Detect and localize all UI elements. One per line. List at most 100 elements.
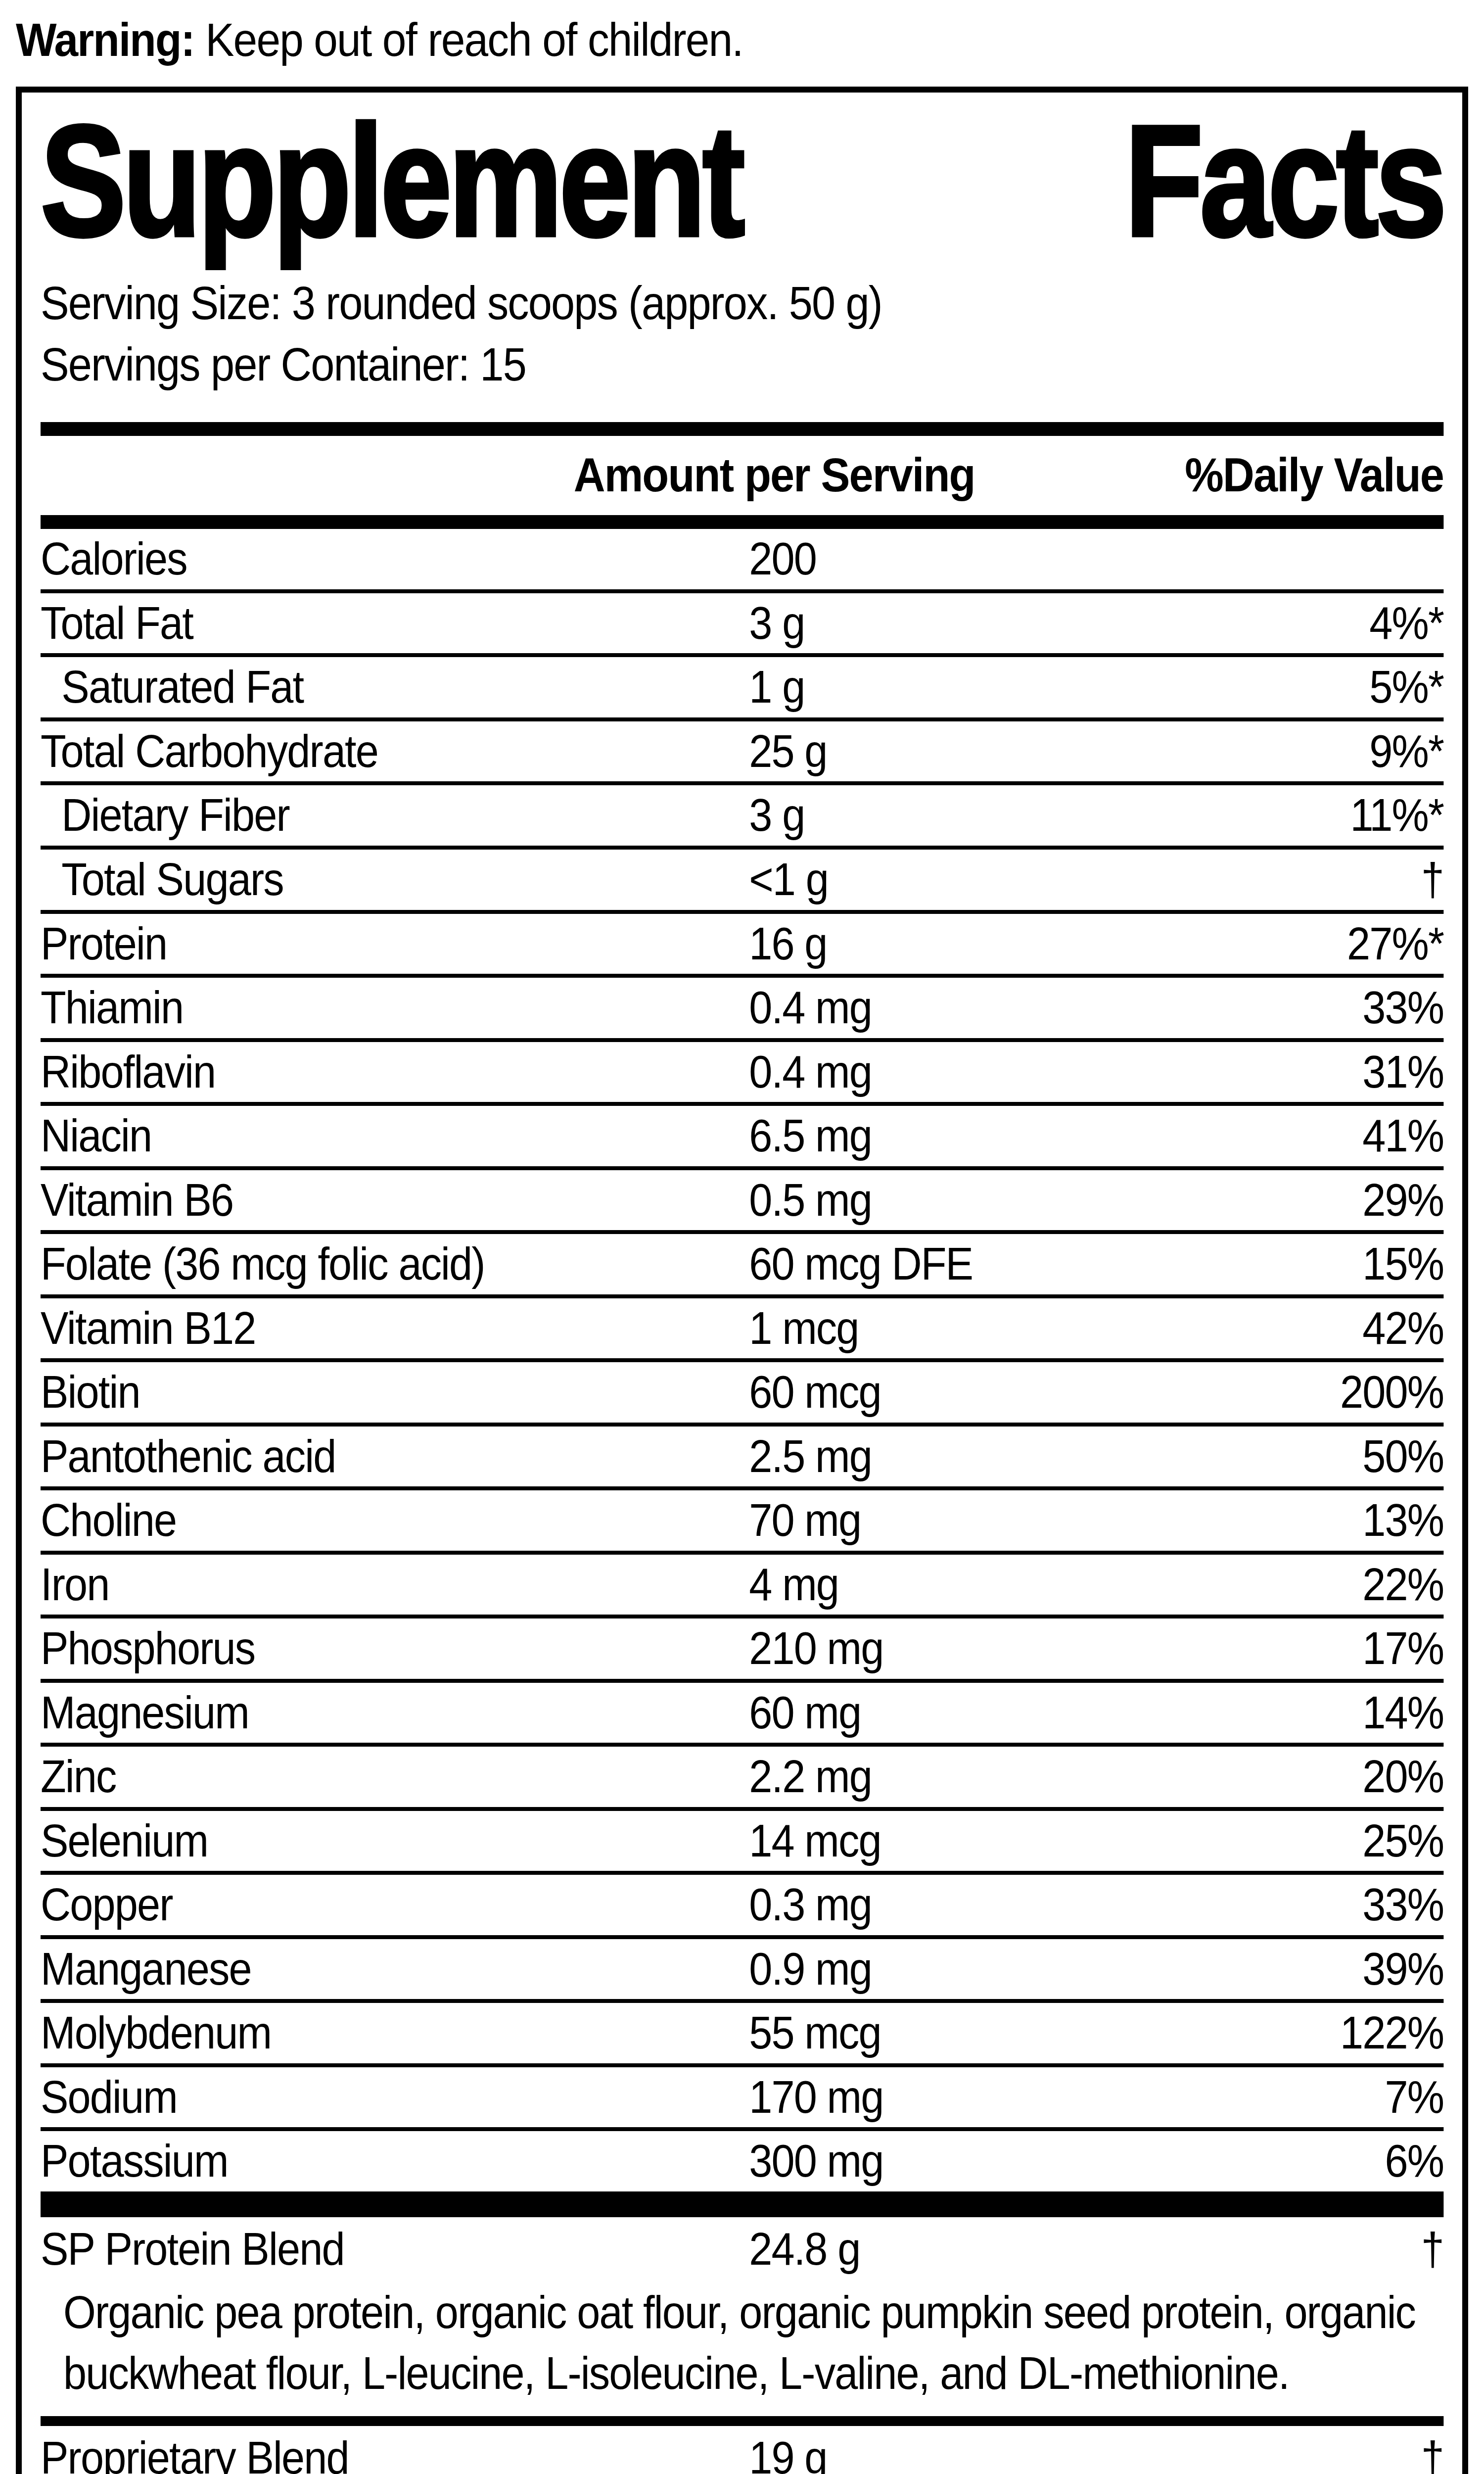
blend-ingredients: Organic pea protein, organic oat flour, … [41,2279,1443,2416]
amount-per-serving-header: Amount per Serving [574,448,975,502]
nutrient-daily-value: 200% [1340,1368,1443,1417]
table-row: Phosphorus210 mg17% [41,1618,1443,1683]
nutrient-amount: 70 mg [749,1496,1362,1545]
serving-size: Serving Size: 3 rounded scoops (approx. … [41,273,1443,334]
nutrient-daily-value: 9%* [1369,727,1443,776]
table-row: Vitamin B60.5 mg29% [41,1170,1443,1235]
nutrient-amount: 0.4 mg [749,1048,1362,1096]
serving-info: Serving Size: 3 rounded scoops (approx. … [41,273,1443,395]
nutrient-amount: 14 mcg [749,1817,1362,1865]
nutrient-name: Thiamin [41,984,749,1032]
nutrient-daily-value: 13% [1362,1496,1443,1545]
supplement-facts-panel: Supplement Facts Serving Size: 3 rounded… [16,87,1468,2474]
blend-amount: 19 g [749,2434,1421,2474]
nutrient-name: Zinc [41,1753,749,1801]
nutrient-amount: 200 [749,535,1443,583]
nutrient-amount: 4 mg [749,1561,1362,1609]
table-row: Molybdenum55 mcg122% [41,2003,1443,2067]
daily-value-header: %Daily Value [975,448,1443,502]
nutrient-daily-value: 39% [1362,1945,1443,1994]
nutrient-name: Vitamin B12 [41,1304,749,1353]
nutrient-amount: 0.4 mg [749,984,1362,1032]
table-row: Iron4 mg22% [41,1555,1443,1619]
nutrient-daily-value: 5%* [1369,663,1443,712]
table-row: Selenium14 mcg25% [41,1811,1443,1875]
blend-name: Proprietary Blend [41,2434,749,2474]
table-row: Zinc2.2 mg20% [41,1747,1443,1811]
table-row: Total Carbohydrate25 g9%* [41,721,1443,786]
divider-above-header [41,422,1443,436]
nutrient-daily-value: 14% [1362,1689,1443,1737]
nutrient-amount: 6.5 mg [749,1112,1362,1160]
nutrient-name: Total Carbohydrate [41,727,749,776]
table-row: Protein16 g27%* [41,914,1443,978]
nutrient-amount: 1 mcg [749,1304,1362,1353]
warning-text: Warning: Keep out of reach of children. [16,13,1484,67]
nutrient-name: Choline [41,1496,749,1545]
nutrient-name: Niacin [41,1112,749,1160]
nutrient-daily-value: 4%* [1369,599,1443,648]
nutrient-name: Dietary Fiber [41,791,749,840]
nutrient-name: Saturated Fat [41,663,749,712]
nutrient-amount: 2.2 mg [749,1753,1362,1801]
table-row: Niacin6.5 mg41% [41,1106,1443,1170]
divider-between-blends [41,2416,1443,2426]
blend-daily-value: † [1421,2225,1443,2274]
nutrient-daily-value: 15% [1362,1240,1443,1288]
nutrient-name: Magnesium [41,1689,749,1737]
nutrient-amount: 55 mcg [749,2009,1340,2057]
nutrient-name: Iron [41,1561,749,1609]
nutrient-amount: 210 mg [749,1624,1362,1673]
nutrient-amount: 2.5 mg [749,1432,1362,1481]
nutrient-name: Protein [41,920,749,968]
nutrient-daily-value: 22% [1362,1561,1443,1609]
warning-label: Warning: [16,13,194,66]
table-row: Saturated Fat1 g5%* [41,657,1443,721]
panel-title: Supplement Facts [41,105,1443,256]
nutrient-amount: 170 mg [749,2073,1385,2122]
nutrient-daily-value: 17% [1362,1624,1443,1673]
nutrient-name: Total Sugars [41,856,749,904]
table-row: Folate (36 mcg folic acid)60 mcg DFE15% [41,1234,1443,1298]
nutrient-amount: 60 mg [749,1689,1362,1737]
thick-divider-above-blends [41,2191,1443,2217]
nutrient-name: Riboflavin [41,1048,749,1096]
nutrient-name: Folate (36 mcg folic acid) [41,1240,749,1288]
nutrient-daily-value: 50% [1362,1432,1443,1481]
nutrient-amount: 0.3 mg [749,1881,1362,1929]
nutrient-name: Copper [41,1881,749,1929]
nutrient-amount: 3 g [749,599,1369,648]
nutrient-name: Potassium [41,2137,749,2186]
table-row: Riboflavin0.4 mg31% [41,1042,1443,1106]
nutrient-amount: 25 g [749,727,1369,776]
nutrient-name: Vitamin B6 [41,1176,749,1225]
nutrient-daily-value: 42% [1362,1304,1443,1353]
blend-row: SP Protein Blend24.8 g† [41,2217,1443,2280]
nutrient-daily-value: 33% [1362,984,1443,1032]
table-row: Biotin60 mcg200% [41,1362,1443,1427]
title-word-supplement: Supplement [41,105,742,256]
nutrient-amount: 300 mg [749,2137,1385,2186]
nutrient-name: Selenium [41,1817,749,1865]
table-row: Choline70 mg13% [41,1490,1443,1555]
nutrient-daily-value: † [1421,856,1443,904]
nutrient-amount: 1 g [749,663,1369,712]
blends-section: SP Protein Blend24.8 g†Organic pea prote… [41,2217,1443,2474]
nutrient-daily-value: 27%* [1347,920,1443,968]
nutrient-name: Biotin [41,1368,749,1417]
table-row: Dietary Fiber3 g11%* [41,785,1443,850]
table-row: Calories200 [41,529,1443,593]
nutrient-daily-value: 7% [1385,2073,1443,2122]
divider-below-header [41,515,1443,529]
nutrient-amount: 0.9 mg [749,1945,1362,1994]
nutrient-amount: <1 g [749,856,1421,904]
table-row: Thiamin0.4 mg33% [41,978,1443,1042]
nutrient-name: Sodium [41,2073,749,2122]
nutrient-daily-value: 122% [1340,2009,1443,2057]
nutrient-daily-value: 29% [1362,1176,1443,1225]
nutrient-name: Pantothenic acid [41,1432,749,1481]
table-row: Copper0.3 mg33% [41,1875,1443,1939]
nutrient-daily-value: 6% [1385,2137,1443,2186]
table-row: Magnesium60 mg14% [41,1683,1443,1747]
nutrient-amount: 0.5 mg [749,1176,1362,1225]
